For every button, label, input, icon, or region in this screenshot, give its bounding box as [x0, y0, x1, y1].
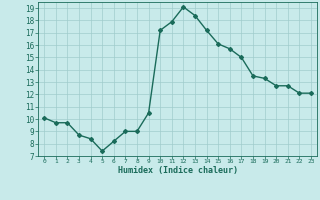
X-axis label: Humidex (Indice chaleur): Humidex (Indice chaleur): [118, 166, 238, 175]
